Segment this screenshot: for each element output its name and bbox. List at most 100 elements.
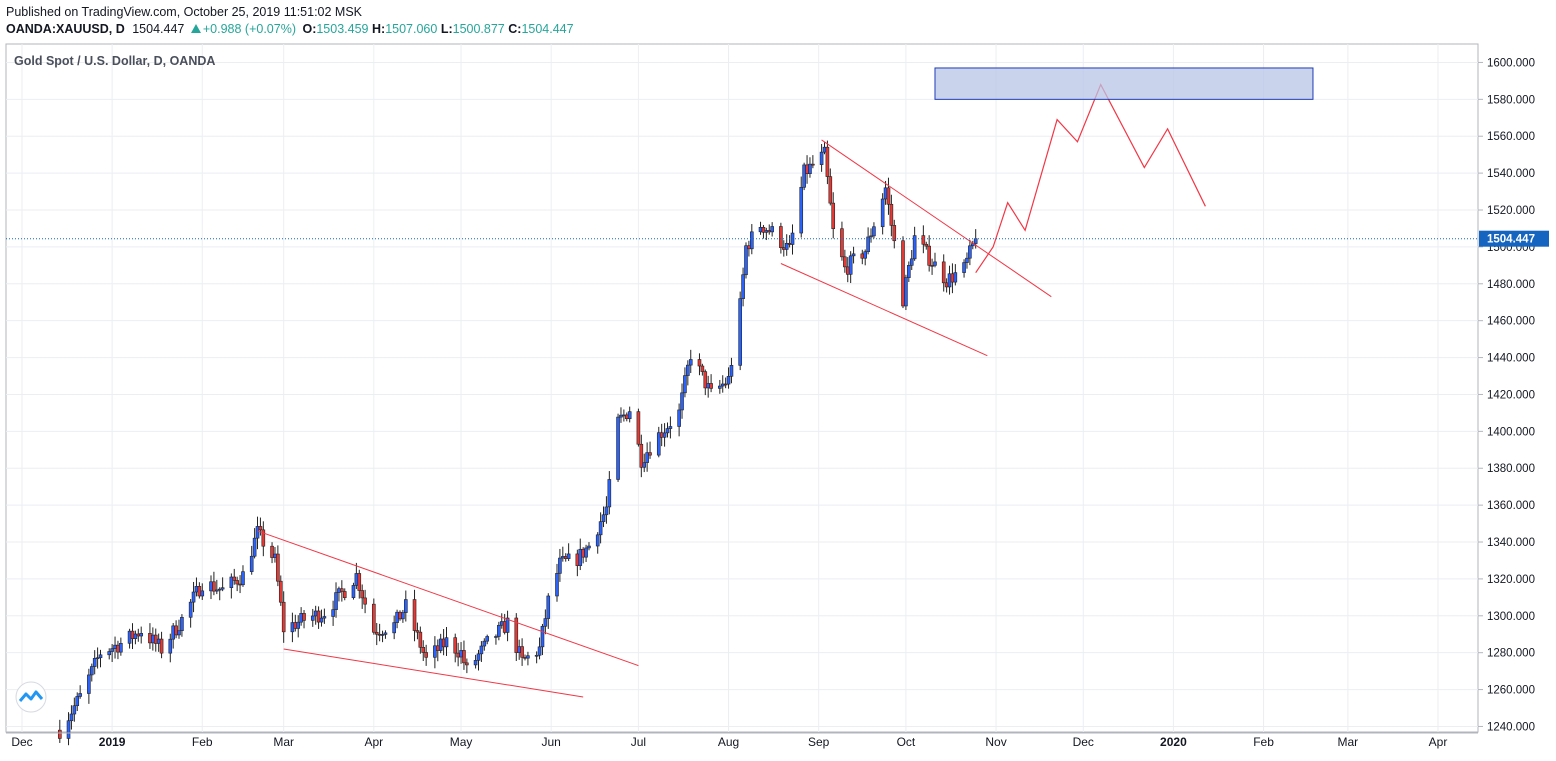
- bull-candle-body: [380, 634, 385, 636]
- bear-candle-body: [377, 633, 382, 636]
- bull-candle-body: [968, 245, 972, 259]
- bear-candle-body: [648, 452, 652, 456]
- bull-candle-body: [177, 630, 181, 636]
- bull-candle-body: [354, 573, 359, 586]
- candle: [505, 610, 510, 642]
- candle: [872, 222, 876, 239]
- candle: [944, 278, 949, 293]
- candle: [316, 606, 321, 629]
- chart-header: Published on TradingView.com, October 25…: [6, 4, 574, 38]
- candle: [558, 548, 562, 582]
- candle: [950, 263, 955, 294]
- bull-candle-body: [95, 657, 100, 660]
- candle: [889, 194, 894, 237]
- candle: [520, 638, 524, 666]
- candle: [848, 251, 853, 284]
- bear-candle-body: [462, 650, 466, 664]
- close-value: 1504.447: [521, 22, 574, 36]
- candle: [680, 383, 684, 419]
- bull-candle-body: [383, 632, 388, 635]
- x-tick-label: Sep: [808, 735, 830, 749]
- candle: [153, 628, 158, 652]
- candle: [293, 614, 298, 632]
- bull-candle-body: [310, 615, 315, 621]
- candle: [276, 545, 280, 587]
- bull-candle-body: [738, 298, 742, 366]
- candle: [113, 636, 117, 659]
- bull-candle-body: [947, 273, 952, 288]
- candle: [828, 168, 833, 206]
- bear-candle-body: [581, 548, 585, 558]
- candle: [779, 222, 783, 254]
- bull-candle-body: [290, 622, 295, 633]
- candle: [281, 591, 286, 643]
- bull-candle-body: [127, 630, 132, 644]
- candle: [822, 142, 827, 155]
- bear-candle-body: [441, 638, 446, 648]
- candle: [174, 620, 178, 639]
- y-tick-label: 1600.000: [1487, 57, 1535, 69]
- candle: [168, 633, 173, 663]
- candle: [543, 609, 548, 635]
- y-tick-label: 1580.000: [1487, 94, 1535, 106]
- candle: [761, 224, 766, 239]
- x-tick-label: Mar: [1338, 735, 1359, 749]
- y-tick-label: 1340.000: [1487, 537, 1535, 549]
- bear-candle-body: [302, 613, 306, 621]
- bull-candle-body: [627, 411, 632, 420]
- bull-candle-body: [92, 658, 97, 667]
- bear-candle-body: [502, 621, 507, 633]
- bull-candle-body: [119, 643, 123, 653]
- x-tick-label: Dec: [11, 735, 32, 749]
- candle: [808, 157, 812, 178]
- candle: [462, 640, 466, 670]
- candle: [136, 628, 141, 642]
- candle: [662, 423, 667, 447]
- candle: [863, 249, 868, 266]
- bear-candle-body: [465, 662, 469, 666]
- y-tick-label: 1380.000: [1487, 463, 1535, 475]
- candle: [473, 654, 478, 669]
- bear-candle-body: [697, 359, 702, 367]
- bull-candle-body: [619, 414, 623, 418]
- bull-candle-body: [188, 601, 193, 618]
- bear-candle-body: [232, 576, 237, 581]
- bull-candle-body: [444, 637, 449, 648]
- bull-candle-body: [479, 645, 484, 655]
- candle: [851, 246, 856, 264]
- bear-candle-body: [563, 556, 568, 559]
- bull-candle-body: [220, 587, 225, 590]
- candle: [601, 506, 606, 528]
- candle: [738, 291, 742, 371]
- bear-candle-body: [276, 553, 280, 582]
- candle: [270, 542, 274, 564]
- bull-candle-body: [505, 617, 510, 633]
- candle: [604, 496, 609, 524]
- bull-candle-body: [607, 479, 612, 508]
- bull-candle-body: [322, 616, 327, 619]
- bull-candle-body: [331, 609, 335, 617]
- candle: [927, 235, 931, 272]
- bull-candle-body: [151, 634, 155, 644]
- bear-candle-body: [398, 611, 402, 620]
- bear-candle-body: [709, 383, 713, 389]
- bear-candle-body: [412, 599, 417, 631]
- grid: [5, 43, 1479, 733]
- candle: [465, 658, 469, 674]
- bull-candle-body: [66, 720, 71, 739]
- bull-candle-body: [87, 674, 91, 694]
- y-tick-label: 1420.000: [1487, 389, 1535, 401]
- x-tick-label: Oct: [897, 735, 916, 749]
- bull-candle-body: [973, 238, 978, 244]
- candle: [866, 227, 870, 255]
- candle: [57, 719, 62, 743]
- bear-candle-body: [805, 164, 809, 174]
- bear-candle-body: [575, 553, 580, 566]
- candle: [965, 252, 969, 269]
- bull-candle-body: [482, 640, 487, 647]
- bull-candle-body: [433, 645, 437, 658]
- tradingview-logo[interactable]: [15, 681, 47, 713]
- candle: [238, 575, 242, 594]
- y-tick-label: 1400.000: [1487, 426, 1535, 438]
